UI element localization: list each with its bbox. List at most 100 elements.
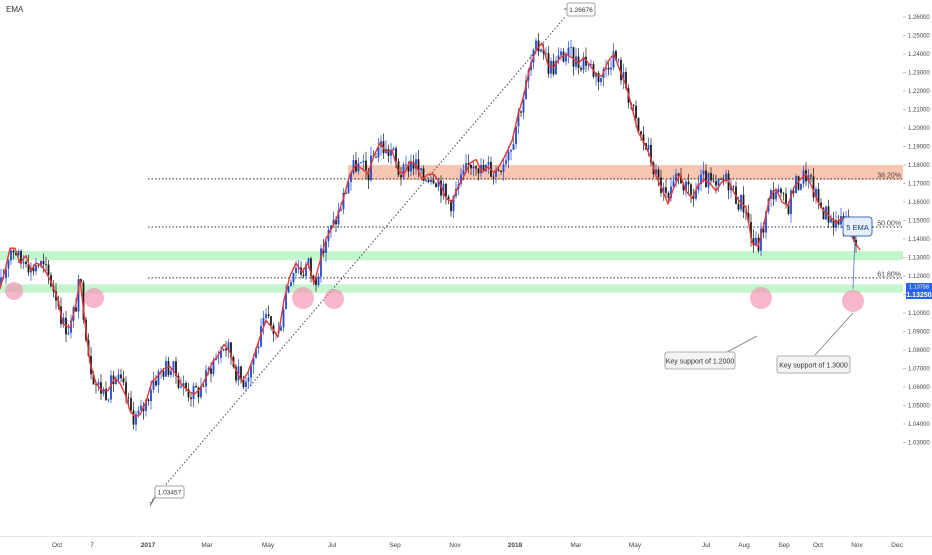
candle-body bbox=[547, 53, 550, 74]
highlight-circles bbox=[5, 282, 864, 312]
candle-body bbox=[497, 169, 500, 171]
y-tick-label: 1.04000 bbox=[908, 422, 930, 428]
fib-label-38: 38.20% bbox=[877, 172, 901, 179]
candle-body bbox=[25, 261, 27, 265]
candle-body bbox=[622, 72, 625, 81]
candle-body bbox=[217, 357, 220, 359]
candle-body bbox=[745, 212, 747, 214]
candle-body bbox=[127, 397, 130, 399]
x-tick-label: Oct bbox=[52, 542, 62, 549]
y-tick-label: 1.10000 bbox=[908, 311, 930, 317]
candle-body bbox=[167, 360, 170, 375]
candle-body bbox=[495, 169, 497, 177]
candle-body bbox=[395, 148, 397, 162]
candle-body bbox=[285, 292, 287, 310]
x-axis[interactable]: Oct 7 2017 Mar May Jul Sep Nov 2018 Mar May Jul Aug S… bbox=[52, 542, 904, 549]
y-tick-label: 1.14000 bbox=[908, 237, 930, 243]
candle-body bbox=[712, 180, 715, 182]
candle-body bbox=[250, 365, 252, 378]
candle-body bbox=[122, 378, 125, 383]
candle-body bbox=[537, 40, 540, 52]
candle-body bbox=[447, 196, 450, 201]
highlight-circle bbox=[324, 289, 344, 309]
low-callout: 1.03457 bbox=[154, 485, 185, 499]
candle-body bbox=[340, 209, 342, 211]
candle-body bbox=[32, 267, 35, 272]
x-tick-label: Jul bbox=[702, 542, 711, 549]
candle-body bbox=[772, 190, 775, 200]
candle-body bbox=[722, 179, 725, 181]
candle-body bbox=[750, 221, 752, 239]
highlight-circle bbox=[750, 287, 772, 309]
candle-body bbox=[107, 399, 110, 401]
candle-body bbox=[307, 258, 310, 265]
candle-body bbox=[502, 164, 505, 172]
candle-body bbox=[755, 237, 757, 246]
candle-body bbox=[20, 250, 22, 264]
y-tick-label: 1.05000 bbox=[908, 404, 930, 410]
candle-body bbox=[517, 111, 520, 127]
candle-body bbox=[710, 173, 712, 181]
low-callout-box bbox=[154, 485, 185, 499]
ema-callout: 5 EMA bbox=[842, 216, 873, 237]
candle-body bbox=[377, 147, 380, 158]
candle-body bbox=[22, 261, 25, 264]
candle-body bbox=[182, 382, 185, 387]
x-tick-label: 2018 bbox=[508, 542, 523, 549]
candle-body bbox=[650, 144, 652, 163]
candle-body bbox=[797, 176, 800, 190]
candle-body bbox=[752, 238, 755, 246]
y-tick-label: 1.15000 bbox=[908, 219, 930, 225]
candle-body bbox=[415, 159, 417, 169]
candle-body bbox=[225, 348, 227, 351]
candle-body bbox=[37, 265, 40, 267]
candle-body bbox=[362, 160, 365, 163]
candle-body bbox=[155, 380, 157, 386]
candle-body bbox=[432, 179, 435, 184]
y-tick-label: 1.22000 bbox=[908, 89, 930, 95]
candle-body bbox=[787, 203, 790, 214]
candle-body bbox=[762, 228, 765, 233]
candle-body bbox=[670, 186, 672, 199]
x-tick-label: Dec bbox=[891, 542, 903, 549]
candle-body bbox=[662, 187, 665, 193]
key-support-text-2: Key support of 1.3000 bbox=[779, 363, 848, 370]
candle-body bbox=[687, 181, 690, 185]
candle-body bbox=[325, 241, 327, 253]
fib-label-50: 50.00% bbox=[877, 220, 901, 227]
x-tick-label: May bbox=[629, 542, 642, 549]
candle-body bbox=[405, 164, 407, 166]
candle-body bbox=[587, 64, 590, 66]
candle-body bbox=[680, 175, 682, 184]
candle-body bbox=[477, 168, 480, 174]
candle-body bbox=[370, 155, 372, 181]
candle-body bbox=[580, 68, 582, 70]
y-tick-label: 1.21000 bbox=[908, 108, 930, 114]
x-tick-label: Jul bbox=[328, 542, 337, 549]
candle-body bbox=[810, 175, 812, 177]
candle-body bbox=[230, 342, 232, 358]
x-tick-label: Oct bbox=[813, 542, 823, 549]
candle-body bbox=[237, 366, 240, 381]
candle-body bbox=[270, 316, 272, 326]
candle-body bbox=[695, 189, 697, 199]
candle-body bbox=[642, 134, 645, 144]
candle-body bbox=[27, 264, 30, 273]
high-callout-text: 1.26676 bbox=[569, 7, 593, 14]
highlight-circle bbox=[5, 282, 23, 300]
candle-body bbox=[245, 381, 247, 388]
x-tick-label: 7 bbox=[90, 542, 94, 549]
candle-body bbox=[410, 161, 412, 172]
candle-body bbox=[42, 260, 45, 265]
x-tick-label: Mar bbox=[201, 542, 213, 549]
y-tick-label: 1.16000 bbox=[908, 200, 930, 206]
candle-body bbox=[597, 72, 600, 82]
candle-body bbox=[207, 368, 210, 371]
candle-body bbox=[265, 314, 267, 319]
price-tag-upper-text: 1.13758 bbox=[909, 285, 929, 291]
candle-body bbox=[337, 210, 340, 225]
candle-body bbox=[422, 168, 425, 181]
price-tag-upper bbox=[906, 283, 932, 290]
